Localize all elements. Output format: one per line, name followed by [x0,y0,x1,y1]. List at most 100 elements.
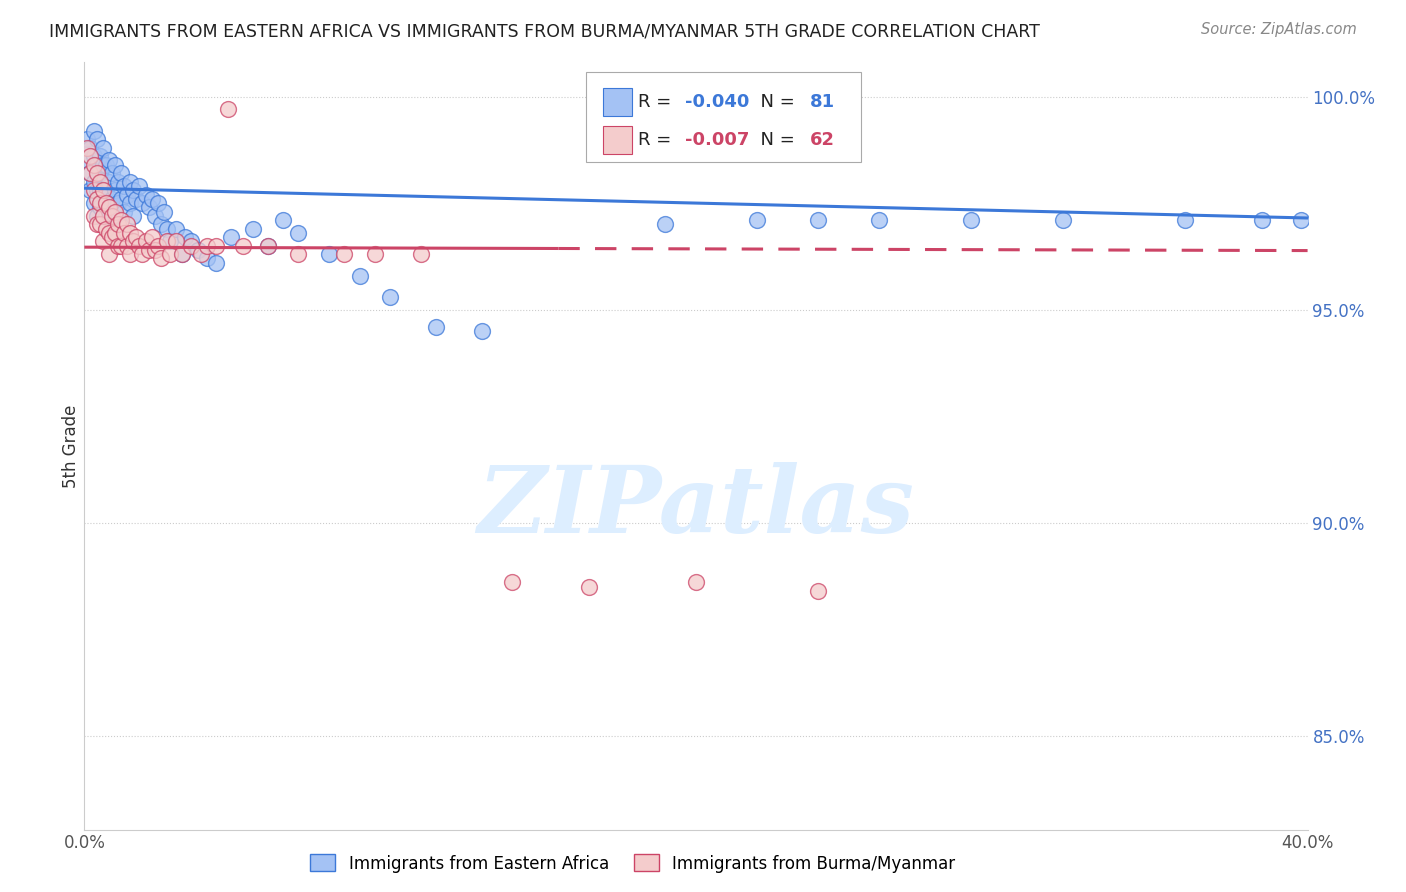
Point [83,183,105,197]
Point [165,221,187,235]
Point [195,238,218,252]
Point [79,149,101,163]
Point [138,243,160,257]
Point [257,238,280,252]
Point [141,192,163,206]
Point [83,158,105,172]
Point [141,230,163,244]
Point [94,196,117,211]
Point [91,235,114,249]
FancyBboxPatch shape [603,126,633,154]
Point [125,230,148,244]
Point [107,196,129,211]
Y-axis label: 5th Grade: 5th Grade [62,404,80,488]
Point [149,252,172,266]
Point [97,200,120,214]
Point [122,183,145,197]
Point [101,192,124,206]
Text: -0.007: -0.007 [685,131,749,149]
Point [83,149,105,163]
Text: -0.040: -0.040 [685,93,749,111]
Point [242,221,264,235]
Point [79,141,101,155]
Point [1250,213,1272,227]
Point [89,218,111,232]
Point [107,238,129,252]
Point [1052,213,1074,227]
Point [135,187,157,202]
Point [112,226,135,240]
Point [349,268,371,283]
Point [86,166,108,180]
Point [146,238,169,252]
Point [131,247,153,261]
Point [271,213,294,227]
Point [89,149,111,163]
Point [76,153,98,168]
Point [257,238,280,252]
Point [165,235,187,249]
Point [219,230,242,244]
Point [578,580,600,594]
Point [869,213,891,227]
Point [1174,213,1197,227]
Point [186,243,208,257]
Text: N =: N = [748,93,800,111]
Point [79,166,101,180]
Point [110,238,132,252]
Point [97,175,120,189]
Point [174,230,197,244]
Point [91,209,114,223]
Text: R =: R = [638,93,678,111]
Point [153,204,176,219]
FancyBboxPatch shape [586,71,860,162]
Point [128,179,150,194]
Point [94,183,117,197]
Point [232,238,254,252]
Text: 81: 81 [810,93,835,111]
Point [287,226,309,240]
Point [195,252,218,266]
Point [104,158,127,172]
Point [120,196,142,211]
Point [79,183,101,197]
Point [89,175,111,189]
Point [960,213,983,227]
Point [156,221,179,235]
Point [318,247,340,261]
Point [807,213,830,227]
Point [205,256,228,270]
Point [89,183,111,197]
Point [125,192,148,206]
Point [83,209,105,223]
Point [86,218,108,232]
Point [101,209,124,223]
Point [83,196,105,211]
Point [217,103,239,117]
Point [128,238,150,252]
Text: R =: R = [638,131,678,149]
Point [131,196,153,211]
Point [104,209,127,223]
Point [107,218,129,232]
Point [120,175,142,189]
Point [97,247,120,261]
Point [172,247,194,261]
Point [120,226,142,240]
Point [86,132,108,146]
Point [110,192,132,206]
Point [107,175,129,189]
Point [138,200,160,214]
Point [364,247,387,261]
Point [91,209,114,223]
Point [685,575,707,590]
Point [122,209,145,223]
Point [97,153,120,168]
Point [205,238,228,252]
Point [91,158,114,172]
Text: 62: 62 [810,131,835,149]
Point [425,319,447,334]
Point [115,187,138,202]
Point [122,235,145,249]
Point [86,183,108,197]
